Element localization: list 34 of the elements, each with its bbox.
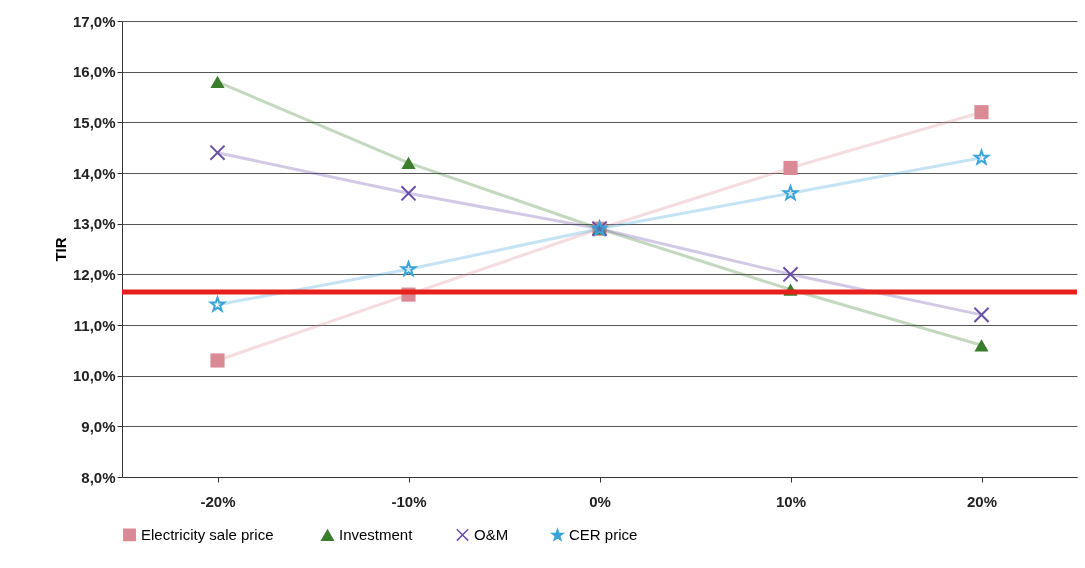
y-tick-label: 16,0% [72, 63, 116, 81]
point [209, 144, 226, 161]
legend-label: Electricity sale price [141, 525, 274, 543]
y-tick-label: 11,0% [73, 316, 116, 334]
y-tick-label: 15,0% [72, 113, 116, 131]
y-tick-label: 13,0% [72, 215, 116, 233]
y-axis-title: TIR [51, 237, 69, 262]
point [783, 160, 798, 175]
y-tick-label: 17,0% [72, 12, 116, 30]
point [974, 339, 989, 352]
legend-label: O&M [474, 525, 509, 543]
x-tick-label: -20% [200, 492, 236, 510]
legend-label: Investment [339, 526, 414, 544]
point [400, 261, 417, 276]
y-tick-label: 10,0% [72, 367, 116, 385]
point [210, 353, 225, 368]
point [400, 185, 417, 202]
point [401, 156, 416, 169]
y-tick-label: 8,0% [81, 468, 116, 486]
y-tick-label: 9,0% [81, 417, 116, 435]
legend-label: CER price [569, 526, 638, 544]
point [210, 75, 225, 88]
point [782, 185, 799, 200]
point [782, 266, 799, 283]
x-tick-label: 20% [966, 492, 998, 510]
x-tick-label: -10% [391, 492, 427, 510]
x-tick-label: 0% [589, 492, 611, 510]
x-tick-label: 10% [775, 492, 807, 510]
point [973, 149, 990, 165]
point [208, 294, 227, 313]
point [974, 105, 989, 120]
y-tick-label: 14,0% [72, 164, 116, 182]
point [973, 306, 990, 323]
y-tick-label: 12,0% [72, 265, 116, 283]
